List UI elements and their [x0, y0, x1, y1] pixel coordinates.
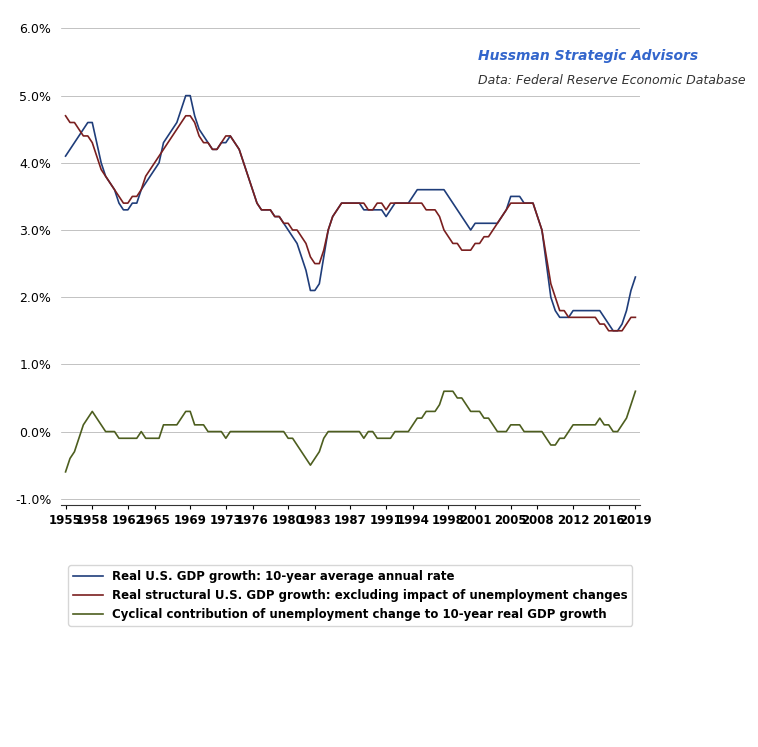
Cyclical contribution of unemployment change to 10-year real GDP growth — [61, 468, 70, 477]
Real structural U.S. GDP growth: excluding impact of unemployment changes: (1.96e+03, 0.047): excluding impact of unemployment changes… — [61, 111, 70, 120]
Text: Data: Federal Reserve Economic Database: Data: Federal Reserve Economic Database — [478, 74, 745, 87]
Real U.S. GDP growth: 10-year average annual rate: (1.97e+03, 0.05): 10-year average annual rate: (1.97e+03, … — [181, 91, 190, 100]
Real U.S. GDP growth: 10-year average annual rate: (2.02e+03, 0.015): 10-year average annual rate: (2.02e+03, … — [609, 326, 618, 335]
Real U.S. GDP growth: 10-year average annual rate: (2.02e+03, 0.023): 10-year average annual rate: (2.02e+03, … — [631, 273, 640, 282]
Line: Real structural U.S. GDP growth: excluding impact of unemployment changes: Real structural U.S. GDP growth: excludi… — [65, 116, 635, 331]
Cyclical contribution of unemployment change to 10-year real GDP growth — [564, 427, 573, 436]
Real U.S. GDP growth: 10-year average annual rate: (2.01e+03, 0.035): 10-year average annual rate: (2.01e+03, … — [515, 192, 525, 201]
Line: Cyclical contribution of unemployment change to 10-year real GDP growth: Cyclical contribution of unemployment ch… — [65, 391, 635, 472]
Real U.S. GDP growth: 10-year average annual rate: (2.01e+03, 0.017): 10-year average annual rate: (2.01e+03, … — [564, 313, 573, 322]
Real U.S. GDP growth: 10-year average annual rate: (1.96e+03, 0.041): 10-year average annual rate: (1.96e+03, … — [61, 152, 70, 161]
Cyclical contribution of unemployment change to 10-year real GDP growth — [515, 421, 525, 430]
Real structural U.S. GDP growth: excluding impact of unemployment changes: (1.99e+03, 0.034): excluding impact of unemployment changes… — [359, 199, 368, 208]
Cyclical contribution of unemployment change to 10-year real GDP growth — [88, 407, 97, 416]
Real structural U.S. GDP growth: excluding impact of unemployment changes: (1.96e+03, 0.043): excluding impact of unemployment changes… — [88, 138, 97, 147]
Legend: Real U.S. GDP growth: 10-year average annual rate, Real structural U.S. GDP grow: Real U.S. GDP growth: 10-year average an… — [68, 565, 632, 625]
Cyclical contribution of unemployment change to 10-year real GDP growth — [359, 434, 368, 443]
Real U.S. GDP growth: 10-year average annual rate: (1.99e+03, 0.033): 10-year average annual rate: (1.99e+03, … — [364, 205, 373, 214]
Real structural U.S. GDP growth: excluding impact of unemployment changes: (2.02e+03, 0.015): excluding impact of unemployment changes… — [604, 326, 613, 335]
Real U.S. GDP growth: 10-year average annual rate: (1.97e+03, 0.043): 10-year average annual rate: (1.97e+03, … — [221, 138, 230, 147]
Line: Real U.S. GDP growth: 10-year average annual rate: Real U.S. GDP growth: 10-year average an… — [65, 96, 635, 331]
Text: Hussman Strategic Advisors: Hussman Strategic Advisors — [478, 49, 698, 63]
Cyclical contribution of unemployment change to 10-year real GDP growth — [217, 427, 226, 436]
Real structural U.S. GDP growth: excluding impact of unemployment changes: (2.01e+03, 0.034): excluding impact of unemployment changes… — [511, 199, 520, 208]
Real U.S. GDP growth: 10-year average annual rate: (1.96e+03, 0.046): 10-year average annual rate: (1.96e+03, … — [88, 118, 97, 127]
Real U.S. GDP growth: 10-year average annual rate: (1.99e+03, 0.034): 10-year average annual rate: (1.99e+03, … — [404, 199, 413, 208]
Real structural U.S. GDP growth: excluding impact of unemployment changes: (1.97e+03, 0.043): excluding impact of unemployment changes… — [217, 138, 226, 147]
Cyclical contribution of unemployment change to 10-year real GDP growth — [399, 427, 409, 436]
Real structural U.S. GDP growth: excluding impact of unemployment changes: (1.99e+03, 0.034): excluding impact of unemployment changes… — [399, 199, 409, 208]
Cyclical contribution of unemployment change to 10-year real GDP growth — [631, 387, 640, 396]
Real structural U.S. GDP growth: excluding impact of unemployment changes: (2.02e+03, 0.017): excluding impact of unemployment changes… — [631, 313, 640, 322]
Cyclical contribution of unemployment change to 10-year real GDP growth — [440, 387, 449, 396]
Real structural U.S. GDP growth: excluding impact of unemployment changes: (2.01e+03, 0.018): excluding impact of unemployment changes… — [559, 306, 568, 315]
